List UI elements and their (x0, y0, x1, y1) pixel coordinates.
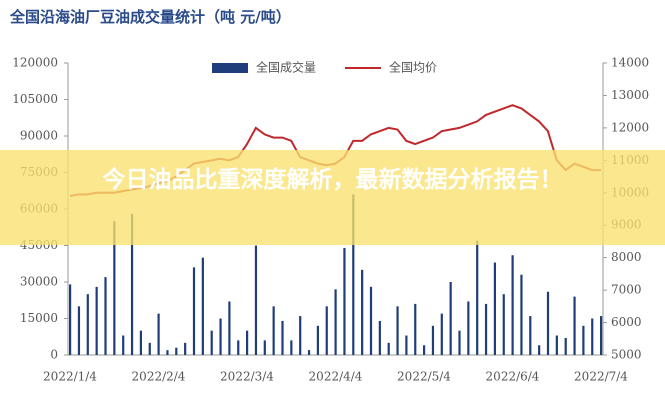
chart-title: 全国沿海油厂豆油成交量统计（吨 元/吨） (9, 8, 291, 26)
bar (290, 340, 293, 355)
bar (369, 286, 373, 355)
bar (458, 330, 461, 355)
bar (166, 350, 169, 355)
bar (122, 335, 125, 355)
bar (86, 294, 89, 355)
x-tick-label: 2022/2/4 (132, 370, 186, 384)
bar (316, 325, 319, 355)
bar (148, 342, 151, 355)
bar (192, 267, 196, 355)
banner: 今日油品比重深度解析，最新数据分析报告！ (0, 150, 665, 245)
legend-label: 全国均价 (389, 60, 437, 75)
bar (334, 289, 337, 355)
bar (361, 269, 364, 355)
x-tick-label: 2022/4/4 (309, 370, 363, 384)
bar (387, 342, 390, 355)
bar (352, 194, 355, 355)
bar (77, 306, 81, 355)
bar (263, 340, 266, 355)
y2-tick-label: 8000 (611, 250, 642, 264)
bar (175, 347, 178, 355)
y-tick-label: 105000 (12, 92, 58, 106)
bar (237, 340, 240, 355)
bar (104, 277, 107, 355)
bar (139, 330, 142, 355)
bar (184, 342, 187, 355)
bar (449, 282, 452, 355)
bar (299, 316, 302, 355)
bar (582, 325, 585, 355)
bar (130, 213, 134, 355)
bar (414, 303, 417, 355)
y2-tick-label: 6000 (611, 315, 642, 329)
bar (95, 286, 98, 355)
bar (254, 245, 258, 355)
bar (219, 318, 222, 355)
bar (502, 294, 505, 355)
y-tick-label: 0 (50, 348, 58, 362)
bar (281, 320, 284, 355)
y2-tick-label: 7000 (611, 283, 642, 297)
bar (201, 257, 204, 355)
bar (511, 255, 514, 355)
y-tick-label: 90000 (20, 129, 58, 143)
bar (520, 274, 523, 355)
x-tick-label: 2022/5/4 (397, 370, 451, 384)
bar (555, 335, 558, 355)
x-tick-label: 2022/7/4 (574, 370, 628, 384)
bar (307, 350, 311, 355)
bar (210, 330, 213, 355)
bar (538, 345, 541, 355)
bar (493, 262, 496, 355)
bar (573, 296, 576, 355)
bar (467, 301, 470, 355)
bar (423, 345, 426, 355)
bar (600, 316, 603, 355)
bar (484, 303, 488, 355)
bar (272, 306, 275, 355)
bar (228, 301, 231, 355)
y2-tick-label: 5000 (611, 348, 642, 362)
bar (440, 313, 443, 355)
x-tick-label: 2022/6/4 (486, 370, 540, 384)
y-tick-label: 120000 (12, 56, 58, 70)
bar (157, 313, 160, 355)
bar (591, 318, 594, 355)
bar (246, 330, 249, 355)
y2-tick-label: 12000 (611, 120, 649, 134)
y-tick-label: 15000 (20, 311, 58, 325)
bar (476, 240, 479, 355)
bar (529, 316, 532, 355)
bar (546, 291, 550, 355)
bar (69, 284, 72, 355)
x-tick-label: 2022/1/4 (43, 370, 97, 384)
bar (564, 337, 567, 355)
bar (325, 306, 328, 355)
bar (431, 325, 435, 355)
bar (113, 221, 116, 355)
bar (396, 306, 399, 355)
y-tick-label: 30000 (20, 275, 58, 289)
bar (378, 320, 381, 355)
y2-tick-label: 13000 (611, 88, 649, 102)
bar (343, 247, 346, 355)
legend-swatch (212, 63, 248, 73)
x-tick-label: 2022/3/4 (220, 370, 274, 384)
y2-tick-label: 14000 (611, 56, 649, 70)
legend-label: 全国成交量 (256, 60, 316, 75)
bar (405, 335, 408, 355)
